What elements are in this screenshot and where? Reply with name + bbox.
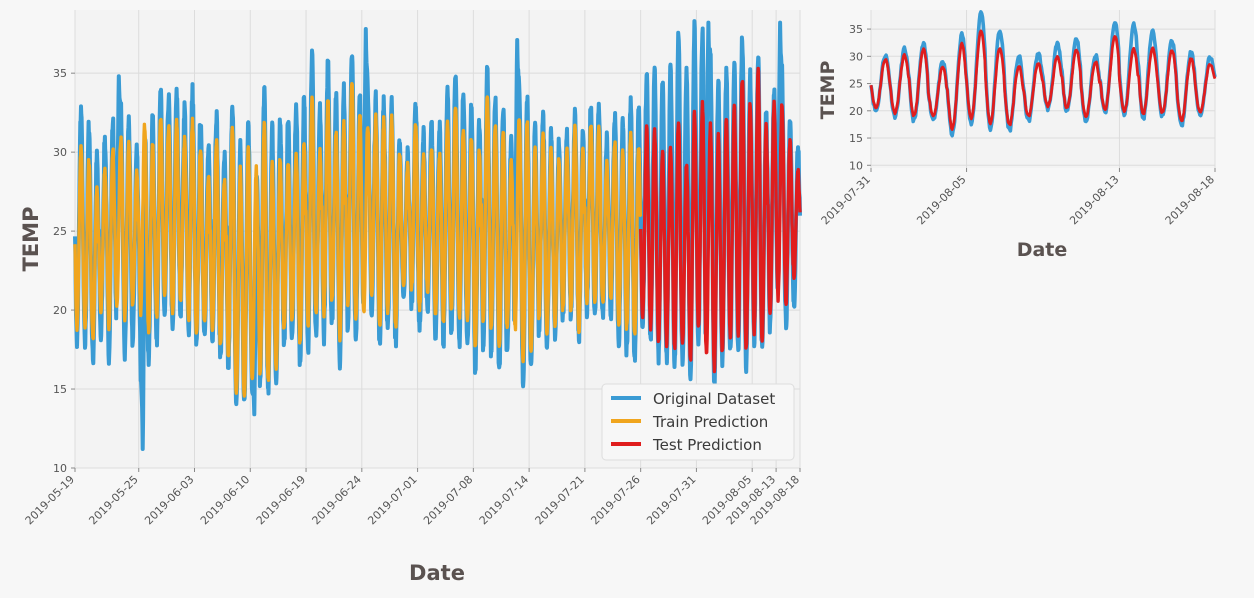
x-tick-label: 2019-08-05	[914, 173, 968, 227]
legend-box	[601, 383, 795, 461]
x-tick-label: 2019-06-19	[254, 473, 308, 527]
legend-entry-test: Test Prediction	[652, 436, 762, 454]
legend-entry-train: Train Prediction	[652, 413, 768, 431]
x-tick-label: 2019-06-24	[310, 473, 364, 527]
y-tick-label: 10	[849, 159, 863, 172]
x-tick-label: 2019-07-31	[819, 173, 873, 227]
x-tick-label: 2019-08-13	[1067, 173, 1121, 227]
x-tick-label: 2019-07-14	[477, 473, 531, 527]
y-tick-label: 25	[849, 78, 863, 91]
main-legend: Original Dataset Train Prediction Test P…	[601, 383, 795, 461]
inset-y-axis-label: TEMP	[817, 61, 839, 120]
main-series-lines	[73, 19, 802, 451]
main-y-axis-label: TEMP	[19, 207, 43, 272]
x-tick-label: 2019-05-19	[23, 473, 77, 527]
x-tick-label: 2019-06-03	[142, 473, 196, 527]
x-tick-label: 2019-07-01	[365, 473, 419, 527]
inset-y-ticks: 10 15 20 25 30 35	[849, 23, 871, 172]
inset-x-ticks: 2019-07-31 2019-08-05 2019-08-13 2019-08-18	[819, 168, 1217, 227]
main-x-ticks: 2019-05-19 2019-05-25 2019-06-03 2019-06-10…	[23, 468, 802, 527]
x-tick-label: 2019-05-25	[86, 473, 140, 527]
y-tick-label: 25	[53, 225, 67, 238]
y-tick-label: 35	[53, 67, 67, 80]
x-tick-label: 2019-07-21	[533, 473, 587, 527]
x-tick-label: 2019-07-31	[644, 473, 698, 527]
inset-series-lines	[869, 10, 1217, 138]
y-tick-label: 10	[53, 462, 67, 475]
y-tick-label: 15	[849, 132, 863, 145]
x-tick-label: 2019-07-08	[421, 473, 475, 527]
inset-chart: 10 15 20 25 30 35 2019-07-31 2019-08-05 2019-08…	[817, 10, 1217, 261]
series-train-prediction	[73, 82, 643, 398]
x-tick-label: 2019-06-10	[198, 473, 252, 527]
y-tick-label: 15	[53, 383, 67, 396]
inset-series-test-prediction	[869, 29, 1217, 131]
main-x-axis-label: Date	[409, 561, 465, 585]
x-tick-label: 2019-07-26	[588, 473, 642, 527]
inset-x-axis-label: Date	[1017, 239, 1068, 261]
legend-entry-original: Original Dataset	[653, 390, 775, 408]
main-y-ticks: 10 15 20 25 30 35	[53, 67, 75, 475]
x-tick-label: 2019-08-18	[1163, 173, 1217, 227]
y-tick-label: 35	[849, 23, 863, 36]
y-tick-label: 30	[53, 146, 67, 159]
y-tick-label: 20	[849, 105, 863, 118]
y-tick-label: 30	[849, 50, 863, 63]
series-test-prediction	[639, 66, 802, 374]
y-tick-label: 20	[53, 304, 67, 317]
